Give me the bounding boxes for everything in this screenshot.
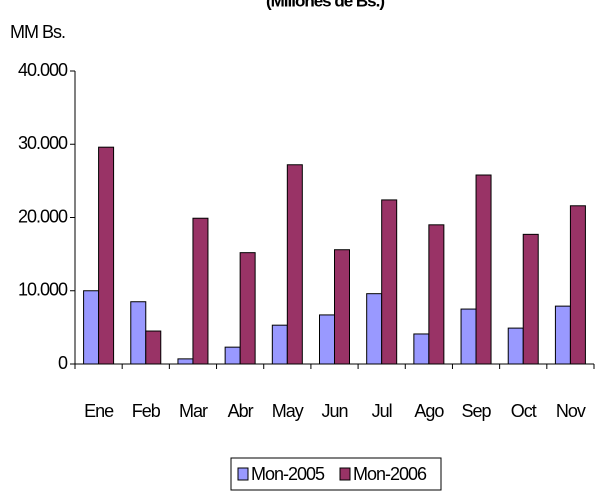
y-tick-label: 0 <box>58 353 68 373</box>
bar <box>130 301 147 365</box>
bar <box>145 330 162 365</box>
x-tick-label: Ene <box>84 401 114 421</box>
bar <box>239 252 256 365</box>
legend-swatch <box>237 467 249 481</box>
legend-box <box>230 457 442 491</box>
bar <box>475 174 492 365</box>
bar <box>98 146 115 365</box>
bar <box>286 164 303 365</box>
bar <box>460 308 477 365</box>
bar <box>413 333 430 365</box>
x-tick-label: May <box>272 401 304 421</box>
x-tick-label: Oct <box>511 401 537 421</box>
bar <box>224 346 241 365</box>
bar <box>83 290 100 365</box>
bar <box>554 305 571 365</box>
x-tick-label: Ago <box>414 401 444 421</box>
legend-label: Mon-2006 <box>353 464 427 484</box>
legend-swatch <box>339 467 351 481</box>
x-tick-label: Jul <box>372 401 392 421</box>
x-tick-label: Mar <box>179 401 208 421</box>
bar <box>177 358 194 365</box>
x-tick-label: Abr <box>228 401 254 421</box>
y-axis-label: MM Bs. <box>10 22 65 42</box>
bar <box>507 327 524 365</box>
bar <box>522 233 539 365</box>
bar <box>319 314 335 365</box>
y-tick-label: 30.000 <box>18 133 68 153</box>
bar <box>192 217 209 365</box>
bar <box>366 293 383 365</box>
y-tick-label: 20.000 <box>18 206 68 226</box>
bar <box>381 199 398 365</box>
x-tick-label: Jun <box>321 401 347 421</box>
bar <box>428 224 445 365</box>
chart-title: (Millones de Bs.) <box>266 0 384 10</box>
y-tick-label: 10.000 <box>18 280 68 300</box>
bar <box>334 249 350 365</box>
x-tick-label: Sep <box>462 401 492 421</box>
bar <box>271 324 288 365</box>
x-tick-label: Nov <box>556 401 586 421</box>
bar <box>569 205 586 365</box>
legend-label: Mon-2005 <box>251 464 325 484</box>
y-tick-label: 40.000 <box>18 60 68 80</box>
x-tick-label: Feb <box>132 401 161 421</box>
